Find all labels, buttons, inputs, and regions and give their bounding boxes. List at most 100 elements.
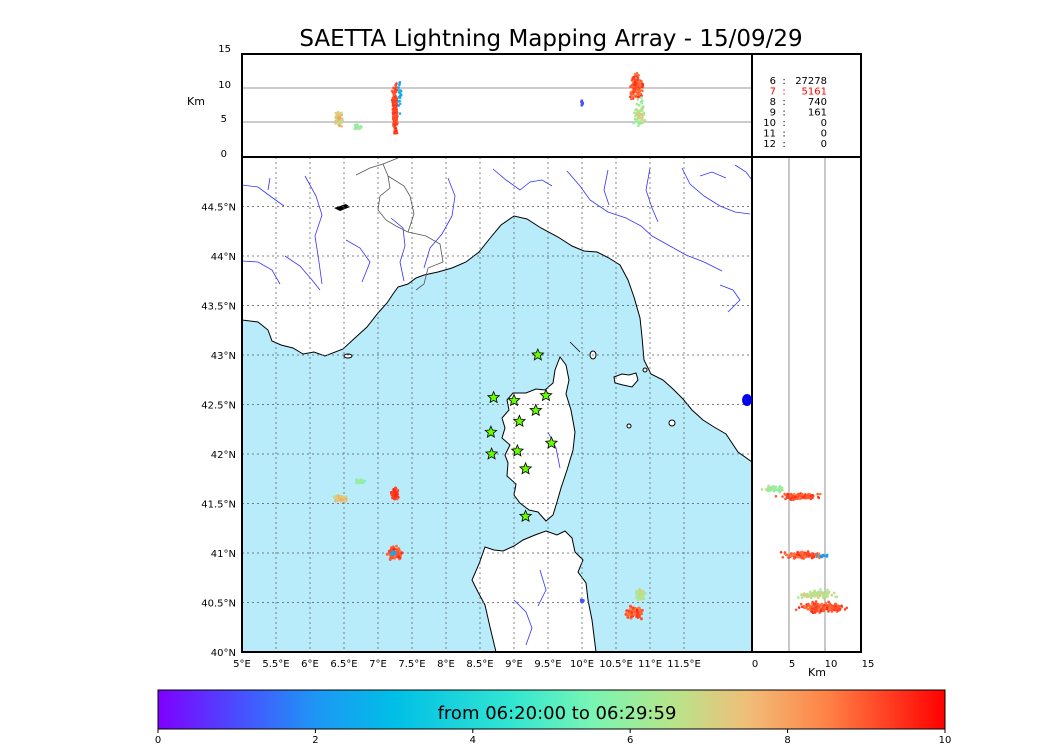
- side-source: [819, 609, 823, 613]
- station-stat-row: 9: 161: [770, 108, 827, 119]
- lightning-source: [389, 556, 393, 559]
- altitude-tick-15: 15: [218, 44, 231, 55]
- side-source: [812, 602, 816, 605]
- station-count: 0: [821, 118, 827, 129]
- side-source: [806, 607, 810, 611]
- map-x-tick-label: 5.5°E: [262, 659, 289, 670]
- altitude-source: [394, 87, 397, 90]
- side-source: [843, 608, 847, 611]
- side-source: [821, 594, 825, 597]
- side-source: [812, 591, 816, 594]
- altitude-source: [640, 118, 644, 121]
- station-stat-row: 12: 0: [763, 139, 827, 150]
- side-source: [810, 610, 814, 613]
- altitude-source: [395, 129, 398, 133]
- colorbar-label: from 06:20:00 to 06:29:59: [438, 703, 677, 724]
- altitude-source: [393, 125, 397, 128]
- altitude-source: [632, 89, 636, 92]
- lma-stations: [484, 347, 559, 523]
- side-source: [813, 607, 816, 610]
- map-x-tick-label: 7°E: [369, 659, 387, 670]
- altitude-source: [632, 121, 635, 125]
- side-source: [810, 552, 814, 555]
- side-source: [790, 552, 793, 555]
- station-number: 12: [763, 139, 776, 150]
- side-source: [816, 492, 819, 496]
- lightning-source: [640, 595, 644, 599]
- station-number: 6: [770, 76, 776, 87]
- station-count: 740: [808, 97, 827, 108]
- side-source: [830, 593, 833, 597]
- side-source: [781, 495, 784, 498]
- side-source: [838, 608, 841, 611]
- altitude-source: [354, 125, 358, 128]
- elba-island: [613, 372, 639, 388]
- altitude-source: [630, 97, 633, 101]
- side-source: [808, 604, 811, 607]
- lightning-source: [640, 608, 644, 612]
- chart-title: SAETTA Lightning Mapping Array - 15/09/2…: [299, 26, 802, 52]
- side-source: [801, 605, 804, 609]
- altitude-source: [336, 112, 339, 116]
- map-x-tick-label: 11°E: [638, 659, 662, 670]
- altitude-source: [398, 96, 402, 100]
- altitude-source: [636, 97, 639, 101]
- map-x-tick-label: 8.5°E: [466, 659, 493, 670]
- altitude-source: [639, 116, 642, 120]
- side-source: [832, 591, 836, 595]
- station-count: 161: [808, 108, 827, 119]
- altitude-points: [334, 72, 647, 135]
- side-source: [824, 601, 827, 605]
- altitude-ylabel: Km: [187, 95, 205, 108]
- map-x-ticks: 5°E 5.5°E 6°E 6.5°E 7°E 7.5°E 8°E 8.5°E 9°E 9.5°E…: [233, 659, 701, 670]
- altitude-source: [639, 84, 642, 87]
- lightning-source: [394, 486, 397, 490]
- lightning-source: [395, 544, 398, 548]
- side-source: [801, 552, 804, 556]
- side-source: [772, 486, 775, 490]
- altitude-source: [634, 114, 637, 118]
- lightning-source: [632, 612, 636, 616]
- altitude-source: [340, 121, 344, 124]
- altitude-source: [355, 123, 358, 126]
- side-source: [799, 593, 803, 596]
- side-source: [812, 595, 816, 598]
- station-marker: [518, 509, 533, 523]
- side-source: [825, 590, 828, 594]
- side-source: [789, 554, 793, 557]
- lightning-source: [339, 498, 343, 501]
- altitude-tick-5: 5: [221, 114, 227, 125]
- side-source: [766, 489, 770, 492]
- side-source: [809, 593, 813, 596]
- side-source: [806, 553, 810, 556]
- altitude-source: [392, 111, 395, 115]
- side-source: [821, 605, 825, 608]
- altitude-panel: Km 15 10 5 0: [187, 44, 753, 160]
- altitude-source: [635, 72, 639, 75]
- altitude-source: [392, 86, 395, 90]
- side-source: [797, 606, 801, 609]
- side-tick-15: 15: [862, 659, 875, 670]
- colorbar-tick-label: 8: [784, 735, 790, 746]
- altitude-source: [340, 125, 344, 128]
- map-y-tick-label: 40°N: [211, 648, 236, 659]
- altitude-source: [638, 81, 641, 84]
- altitude-source: [629, 92, 633, 95]
- side-tick-10: 10: [825, 659, 838, 670]
- side-source: [823, 607, 826, 610]
- side-source: [805, 595, 809, 599]
- side-source: [812, 555, 816, 559]
- station-count: 0: [821, 129, 827, 140]
- altitude-source: [637, 73, 640, 77]
- side-source: [774, 495, 778, 498]
- side-source: [798, 497, 802, 500]
- side-source: [803, 604, 806, 608]
- altitude-source: [390, 89, 394, 93]
- side-source: [796, 555, 799, 559]
- side-source: [817, 593, 820, 596]
- map-x-tick-label: 6.5°E: [330, 659, 357, 670]
- altitude-source: [638, 109, 641, 113]
- lightning-source: [629, 604, 632, 608]
- side-source: [805, 592, 809, 596]
- lake-geneva: [334, 204, 350, 211]
